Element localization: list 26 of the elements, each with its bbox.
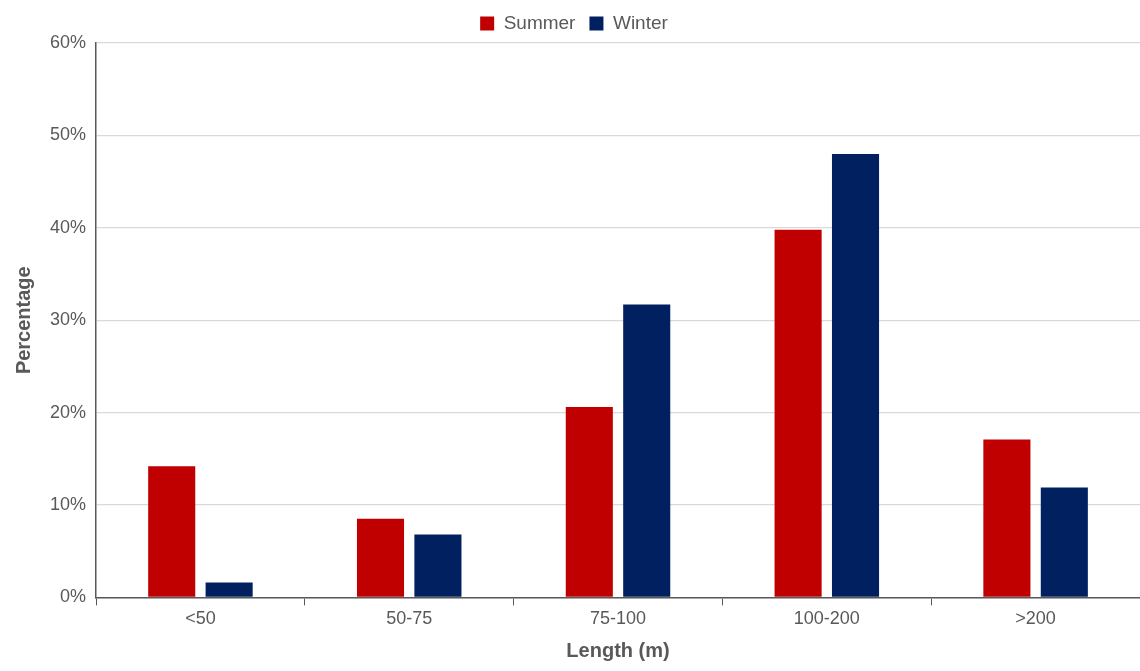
bar bbox=[1040, 487, 1088, 597]
bar bbox=[565, 407, 613, 597]
bar bbox=[831, 153, 880, 597]
y-tick-label: 30% bbox=[50, 309, 87, 330]
y-tick-label: 50% bbox=[50, 124, 87, 145]
y-tick-label: 20% bbox=[50, 401, 87, 422]
bar bbox=[774, 229, 822, 597]
y-tick-label: 0% bbox=[60, 586, 87, 607]
x-tick-label: <50 bbox=[185, 608, 216, 629]
y-tick-label: 10% bbox=[50, 493, 87, 514]
legend-label: Summer bbox=[503, 11, 577, 33]
y-tick-label: 60% bbox=[50, 31, 87, 52]
y-tick-label: 40% bbox=[50, 216, 87, 237]
x-tick-label: 75-100 bbox=[589, 608, 647, 629]
x-tick-label: 50-75 bbox=[386, 608, 433, 629]
bar bbox=[623, 304, 671, 597]
x-axis-title: Length (m) bbox=[566, 638, 670, 661]
bar bbox=[148, 466, 196, 597]
x-tick-label: >200 bbox=[1015, 608, 1056, 629]
y-axis-title: Percentage bbox=[11, 266, 34, 375]
bar bbox=[414, 534, 462, 597]
bar bbox=[983, 439, 1031, 597]
x-tick-label: 100-200 bbox=[793, 608, 860, 629]
bar bbox=[205, 582, 253, 597]
legend-label: Winter bbox=[612, 11, 669, 33]
bar bbox=[356, 518, 405, 597]
